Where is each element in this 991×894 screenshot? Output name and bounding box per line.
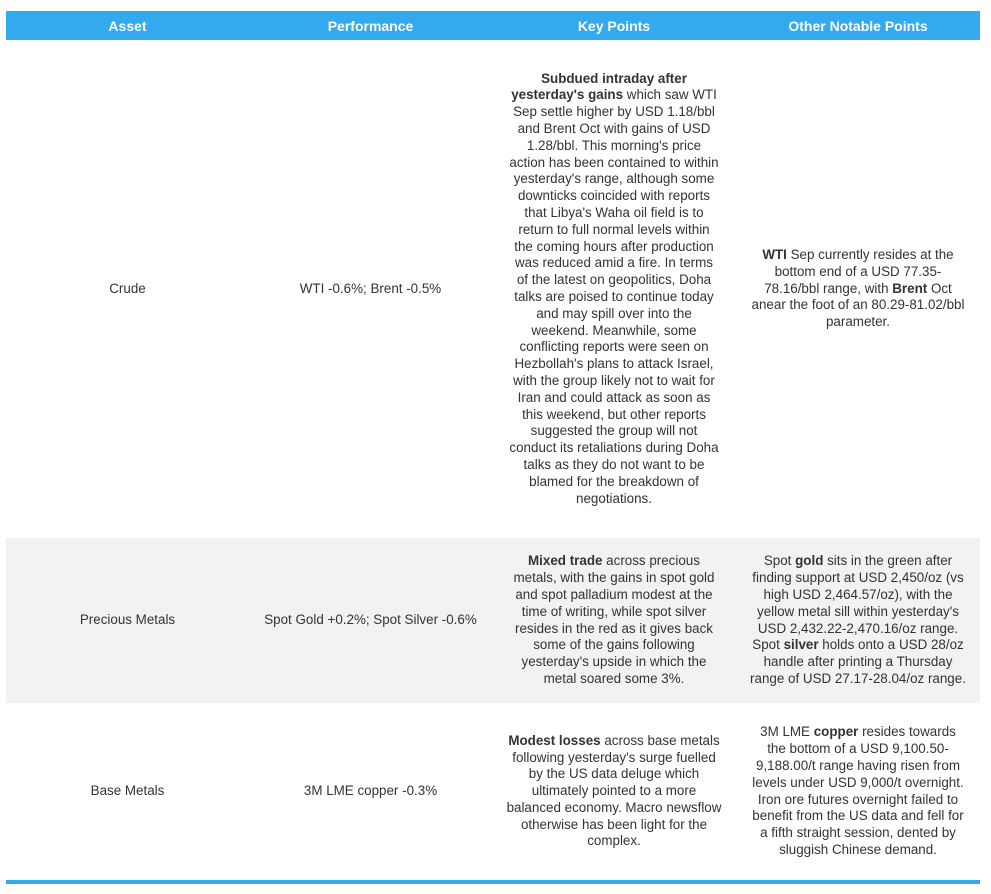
table-row-crude: Crude WTI -0.6%; Brent -0.5% Subdued int… [6,40,980,538]
other-points-text: sits in the green after finding support … [752,553,964,653]
other-points-highlight: gold [795,553,824,569]
commodities-table: Asset Performance Key Points Other Notab… [6,11,980,884]
other-points-text: Oct anear the foot of an 80.29-81.02/bbl… [751,280,965,330]
header-asset: Asset [6,11,249,40]
asset-cell: Crude [109,280,146,296]
other-points-highlight: silver [783,637,819,653]
other-points-highlight: copper [813,724,859,740]
performance-cell: 3M LME copper -0.3% [249,703,492,884]
key-points-cell: Mixed trade across precious metals, with… [492,538,736,703]
key-points-cell: Subdued intraday after yesterday's gains… [492,40,736,538]
header-performance: Performance [249,11,492,40]
table-row-base-metals: Base Metals 3M LME copper -0.3% Modest l… [6,703,980,884]
header-other-notable-points: Other Notable Points [736,11,980,40]
other-points-text: Spot [763,553,796,569]
key-points-cell: Modest losses across base metals followi… [492,703,736,884]
header-row: Asset Performance Key Points Other Notab… [6,11,980,40]
table-row-precious-metals: Precious Metals Spot Gold +0.2%; Spot Si… [6,538,980,703]
other-points-cell: Spot gold sits in the green after findin… [736,538,980,703]
header-key-points: Key Points [492,11,736,40]
key-points-text: across precious metals, with the gains i… [513,553,715,686]
asset-cell: Base Metals [6,703,249,884]
other-points-text: holds onto a USD 28/oz handle after prin… [750,637,966,686]
other-points-cell: 3M LME copper resides towards the bottom… [736,703,980,884]
performance-cell: WTI -0.6%; Brent -0.5% [299,280,442,296]
other-points-highlight: WTI [762,247,787,262]
key-points-highlight: Modest losses [508,732,601,748]
other-points-cell: WTI Sep currently resides at the bottom … [736,40,980,538]
key-points-text: which saw WTI Sep settle higher by USD 1… [509,87,719,506]
other-points-highlight: Brent [892,280,928,296]
other-points-text: 3M LME [760,724,814,740]
key-points-highlight: Subdued intraday after yesterday's gains [511,70,687,103]
key-points-text: across base metals following yesterday's… [506,732,722,849]
other-points-text: resides towards the bottom of a USD 9,10… [752,724,964,857]
performance-cell: Spot Gold +0.2%; Spot Silver -0.6% [249,538,492,703]
other-points-text: Sep currently resides at the bottom end … [764,247,954,296]
asset-cell: Precious Metals [6,538,249,703]
key-points-highlight: Mixed trade [528,553,603,569]
